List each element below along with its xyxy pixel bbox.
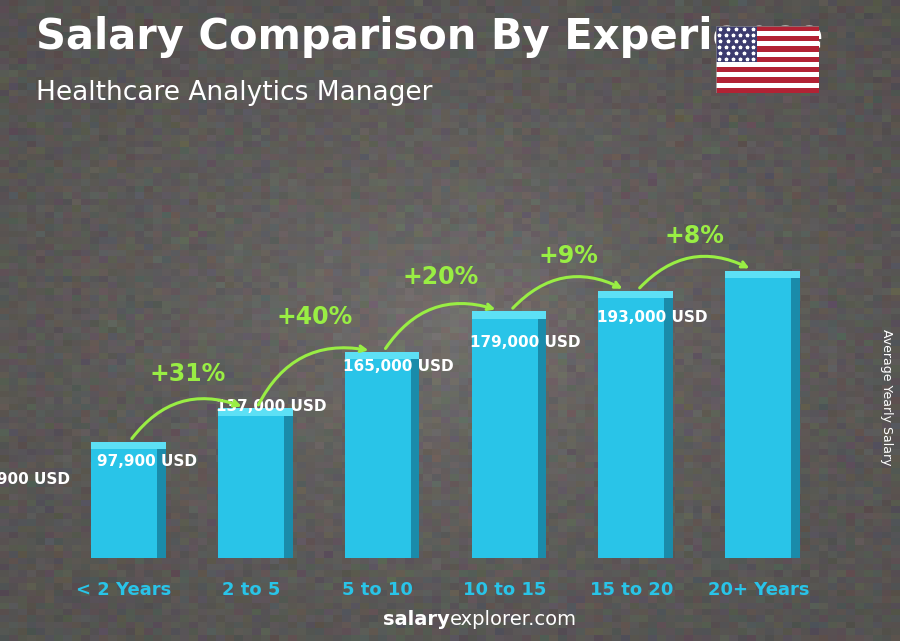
Bar	[410, 359, 419, 558]
Bar	[716, 62, 819, 67]
Text: Average Yearly Salary: Average Yearly Salary	[880, 329, 893, 465]
Text: 137,000 USD: 137,000 USD	[216, 399, 327, 414]
Text: +31%: +31%	[149, 362, 225, 386]
Bar	[91, 442, 166, 449]
Bar	[472, 319, 537, 558]
Bar	[472, 312, 546, 319]
Bar	[345, 352, 419, 359]
Text: 2 to 5: 2 to 5	[221, 581, 280, 599]
Bar	[218, 416, 284, 558]
Bar	[345, 359, 410, 558]
Text: +20%: +20%	[403, 265, 479, 288]
Text: +40%: +40%	[276, 305, 352, 329]
Bar	[716, 56, 819, 62]
Bar	[716, 78, 819, 83]
Text: Healthcare Analytics Manager: Healthcare Analytics Manager	[36, 80, 433, 106]
Bar	[716, 51, 819, 56]
Text: 10 to 15: 10 to 15	[463, 581, 546, 599]
Text: +8%: +8%	[665, 224, 725, 248]
Text: 97,900 USD: 97,900 USD	[97, 454, 197, 469]
Bar	[91, 449, 157, 558]
Bar	[218, 408, 292, 416]
Bar	[716, 36, 819, 41]
Text: 179,000 USD: 179,000 USD	[470, 335, 580, 350]
Text: explorer.com: explorer.com	[450, 610, 577, 629]
Bar	[716, 46, 819, 51]
Text: < 2 Years: < 2 Years	[76, 581, 171, 599]
Text: 15 to 20: 15 to 20	[590, 581, 673, 599]
Bar	[716, 26, 757, 62]
Bar	[716, 83, 819, 88]
Text: 20+ Years: 20+ Years	[707, 581, 809, 599]
Bar	[598, 298, 664, 558]
Text: 165,000 USD: 165,000 USD	[343, 359, 454, 374]
Bar	[725, 271, 800, 278]
Bar	[716, 88, 819, 93]
Text: 193,000 USD: 193,000 USD	[597, 310, 707, 324]
Text: +9%: +9%	[538, 244, 598, 269]
Bar	[537, 319, 546, 558]
Bar	[157, 449, 166, 558]
Bar	[716, 67, 819, 72]
Bar	[725, 278, 791, 558]
Text: Salary Comparison By Experience: Salary Comparison By Experience	[36, 16, 824, 58]
Bar	[716, 26, 819, 31]
Text: salary: salary	[383, 610, 450, 629]
Bar	[716, 72, 819, 78]
Bar	[716, 41, 819, 46]
Text: 5 to 10: 5 to 10	[342, 581, 413, 599]
Bar	[284, 416, 292, 558]
Bar	[598, 291, 673, 298]
Text: 74,900 USD: 74,900 USD	[0, 472, 70, 487]
Bar	[791, 278, 800, 558]
Bar	[664, 298, 673, 558]
Bar	[716, 31, 819, 36]
